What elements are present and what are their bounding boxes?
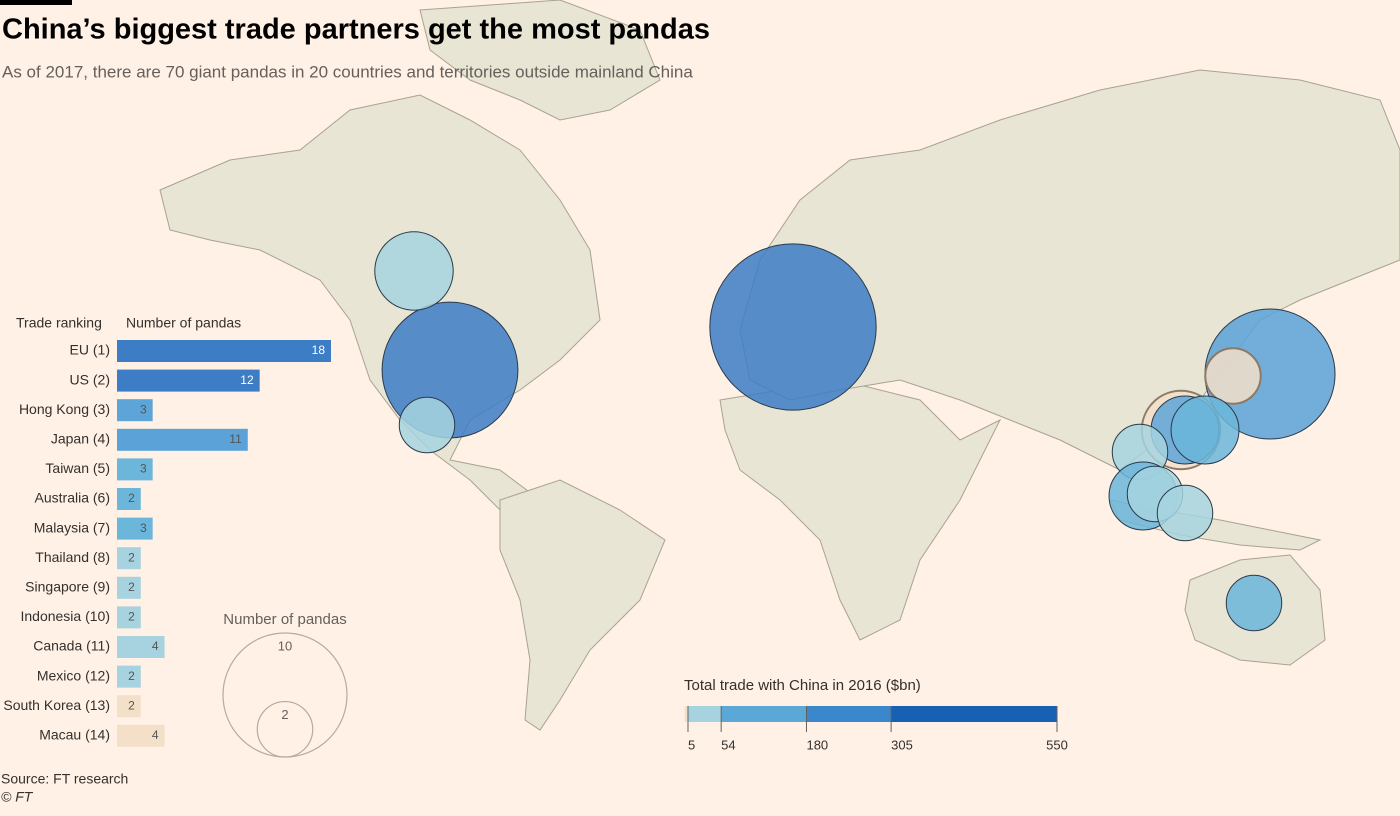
map-bubble <box>1156 484 1214 542</box>
value-header: Number of pandas <box>126 315 241 331</box>
colorbar-tick-label: 54 <box>721 737 735 752</box>
value-label: 3 <box>140 462 147 476</box>
bar <box>117 399 153 422</box>
greenland <box>419 0 661 121</box>
bar <box>117 547 141 570</box>
bar <box>117 340 331 362</box>
category-label: Macau (14) <box>39 727 110 743</box>
bar <box>117 458 153 481</box>
map-bubble <box>398 396 456 454</box>
category-label: Malaysia (7) <box>34 519 110 535</box>
map-bubble <box>709 243 877 411</box>
chart-title: China’s biggest trade partners get the m… <box>2 14 710 46</box>
map-bubble <box>374 231 454 311</box>
bar <box>117 695 141 718</box>
value-label: 4 <box>152 728 159 742</box>
bar <box>117 636 165 658</box>
value-label: 3 <box>140 521 147 535</box>
copyright: © FT <box>1 789 34 805</box>
size-legend-label: 10 <box>278 638 292 653</box>
category-label: Hong Kong (3) <box>19 401 110 417</box>
colorbar-tick-label: 305 <box>891 737 913 752</box>
bar <box>117 606 141 629</box>
category-label: South Korea (13) <box>3 697 110 713</box>
brand-bar <box>0 0 72 5</box>
category-label: US (2) <box>70 371 110 387</box>
size-legend-circle <box>256 700 314 758</box>
value-label: 2 <box>128 610 135 624</box>
value-label: 2 <box>128 698 135 712</box>
colorbar-tick-label: 550 <box>1046 737 1068 752</box>
map-bubble <box>1225 574 1283 632</box>
value-label: 2 <box>128 550 135 564</box>
value-label: 2 <box>128 491 135 505</box>
category-label: Australia (6) <box>35 490 110 506</box>
bar <box>117 724 165 747</box>
colorbar-segment <box>684 706 688 722</box>
colorbar-segment <box>806 706 892 722</box>
bar <box>117 428 248 451</box>
category-label: EU (1) <box>70 342 110 358</box>
colorbar-segment <box>687 706 722 722</box>
value-label: 2 <box>128 580 135 594</box>
category-label: Taiwan (5) <box>45 460 110 476</box>
bar <box>117 369 260 392</box>
chart-subtitle: As of 2017, there are 70 giant pandas in… <box>2 62 693 81</box>
map-bubble <box>1204 347 1262 405</box>
value-label: 12 <box>240 373 254 387</box>
eurasia <box>739 69 1400 471</box>
category-label: Indonesia (10) <box>20 608 110 624</box>
category-label: Singapore (9) <box>25 579 110 595</box>
bar <box>117 576 141 599</box>
category-label: Thailand (8) <box>35 549 110 565</box>
value-label: 11 <box>229 432 242 446</box>
colorbar-title: Total trade with China in 2016 ($bn) <box>684 677 921 694</box>
size-legend-title: Number of pandas <box>223 611 346 628</box>
colorbar-segment <box>891 706 1057 722</box>
category-header: Trade ranking <box>16 315 102 331</box>
bar <box>117 665 141 688</box>
colorbar-tick-label: 5 <box>688 737 695 752</box>
category-label: Japan (4) <box>51 431 110 447</box>
value-label: 2 <box>128 669 135 683</box>
bar <box>117 488 141 510</box>
africa <box>719 384 1002 641</box>
colorbar-tick-label: 180 <box>806 737 828 752</box>
map-bubble <box>1170 395 1240 465</box>
south-america <box>499 479 666 731</box>
size-legend-label: 2 <box>281 707 288 722</box>
colorbar-segment <box>721 706 807 722</box>
source: Source: FT research <box>1 771 128 787</box>
value-label: 3 <box>140 402 147 416</box>
category-label: Canada (11) <box>33 638 110 654</box>
bar <box>117 517 153 540</box>
value-label: 4 <box>152 639 159 653</box>
category-label: Mexico (12) <box>37 667 110 683</box>
value-label: 18 <box>312 343 326 357</box>
